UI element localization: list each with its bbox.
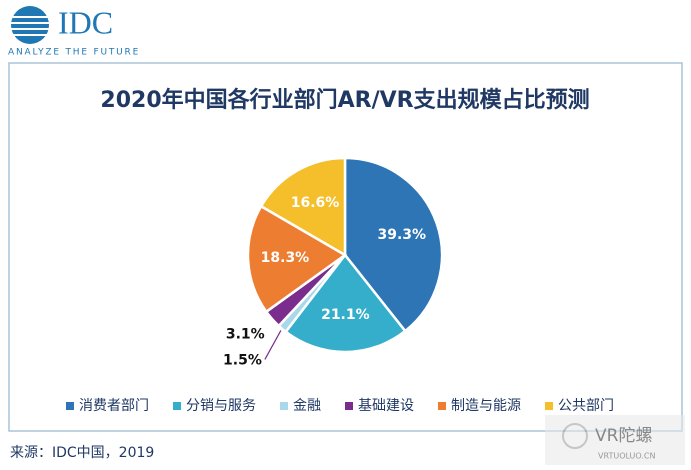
legend-swatch [345, 402, 353, 410]
pie-slice [283, 252, 407, 354]
legend-label: 金融 [293, 398, 321, 414]
legend-label: 消费者部门 [79, 398, 149, 414]
legend-swatch [438, 402, 446, 410]
pie-slice [343, 156, 444, 333]
data-label: 18.3% [261, 250, 310, 266]
pie-slice [259, 156, 347, 258]
data-label: 21.1% [321, 307, 370, 323]
data-label: 1.5% [223, 352, 262, 368]
chart-frame [8, 62, 683, 432]
legend-label: 公共部门 [558, 398, 614, 414]
watermark [545, 415, 685, 465]
tagline: ANALYZE THE FUTURE [8, 48, 140, 58]
legend-label: 基础建设 [358, 397, 414, 414]
chart-title: 2020年中国各行业部门AR/VR支出规模占比预测 [100, 87, 589, 113]
legend-label: 制造与能源 [451, 398, 521, 414]
legend-swatch [280, 402, 288, 410]
pie-slice [246, 204, 348, 314]
legend-swatch [545, 402, 553, 410]
leader-line [264, 330, 282, 360]
data-label: 39.3% [378, 227, 427, 243]
watermark-name: VR陀螺 [595, 426, 652, 446]
logo-text: IDC [58, 4, 113, 40]
data-label: 16.6% [291, 195, 340, 211]
legend-label: 分销与服务 [186, 398, 256, 414]
watermark-site: VRTUOLUO.CN [598, 452, 656, 461]
legend-swatch [173, 402, 181, 410]
legend-swatch [66, 402, 74, 410]
data-label: 3.1% [226, 326, 265, 342]
source: 来源：IDC中国，2019 [10, 445, 154, 461]
logo-globe [11, 6, 49, 44]
